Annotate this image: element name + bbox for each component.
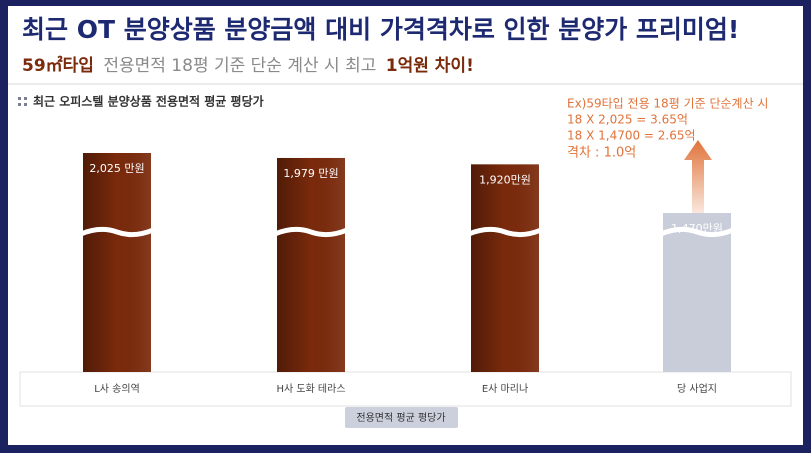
bar-shade xyxy=(83,153,151,372)
legend-label: 전용면적 평균 평당가 xyxy=(356,412,445,424)
chart-title: 최근 오피스텔 분양상품 전용면적 평균 평당가 xyxy=(33,94,264,109)
arrow xyxy=(684,140,712,228)
value-label: 2,025 만원 xyxy=(89,162,144,175)
subtitle-part: 전용면적 18평 기준 단순 계산 시 최고 xyxy=(103,56,376,76)
x-tick-label: E사 마리나 xyxy=(482,383,528,395)
annotation: Ex)59타입 전용 18평 기준 단순계산 시 xyxy=(567,97,768,111)
axis-break xyxy=(80,226,154,238)
annotation: 18 X 1,4700 = 2.65억 xyxy=(567,129,696,143)
bar xyxy=(663,213,731,372)
subtitle-part: 59㎡타입 xyxy=(22,55,94,76)
bar-shade xyxy=(471,164,539,372)
annotation: 18 X 2,025 = 3.65억 xyxy=(567,113,688,127)
category-band xyxy=(19,371,792,407)
legend xyxy=(345,407,458,428)
icon xyxy=(18,97,27,106)
axis-break xyxy=(274,226,348,238)
x-tick-label: L사 송의역 xyxy=(94,383,140,395)
value-label: 1,979 만원 xyxy=(283,167,338,180)
x-tick-label: 당 사업지 xyxy=(677,382,717,395)
axis-break xyxy=(468,226,542,238)
axis-break xyxy=(660,226,734,238)
annotation: 격차 : 1.0억 xyxy=(567,146,636,161)
x-tick-label: H사 도화 테라스 xyxy=(276,383,345,395)
subtitle-part: 1억원 차이! xyxy=(386,56,474,76)
title: 최근 OT 분양상품 분양금액 대비 가격격차로 인한 분양가 프리미엄! xyxy=(22,15,739,44)
subtitle: 59㎡타입 전용면적 18평 기준 단순 계산 시 최고 1억원 차이! xyxy=(22,55,474,76)
value-label: 1,920만원 xyxy=(479,173,531,186)
bar-shade xyxy=(277,157,345,372)
value-label: 1,470만원 xyxy=(671,222,723,235)
